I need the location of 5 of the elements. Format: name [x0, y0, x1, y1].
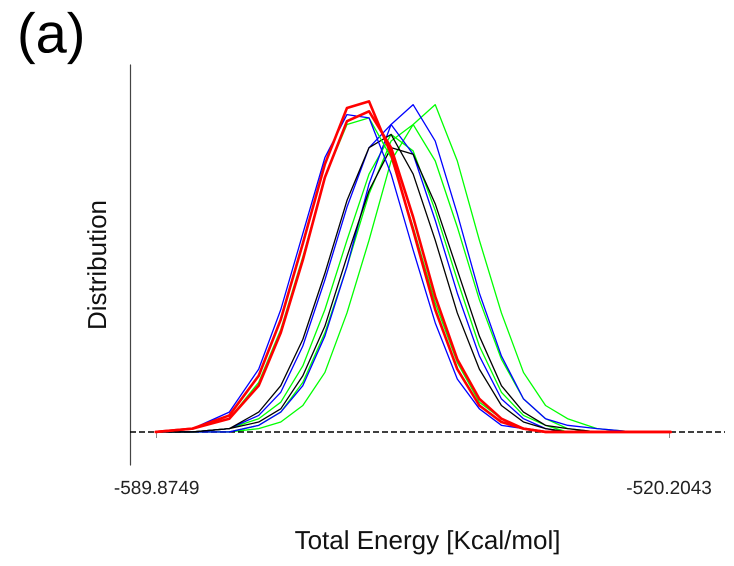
x-axis-title: Total Energy [Kcal/mol] [294, 525, 560, 555]
chart-title: (a) [17, 2, 86, 64]
x-tick-label: -520.2043 [626, 478, 712, 499]
x-tick-label: -589.8749 [114, 478, 200, 499]
y-axis-title: Distribution [82, 200, 112, 330]
